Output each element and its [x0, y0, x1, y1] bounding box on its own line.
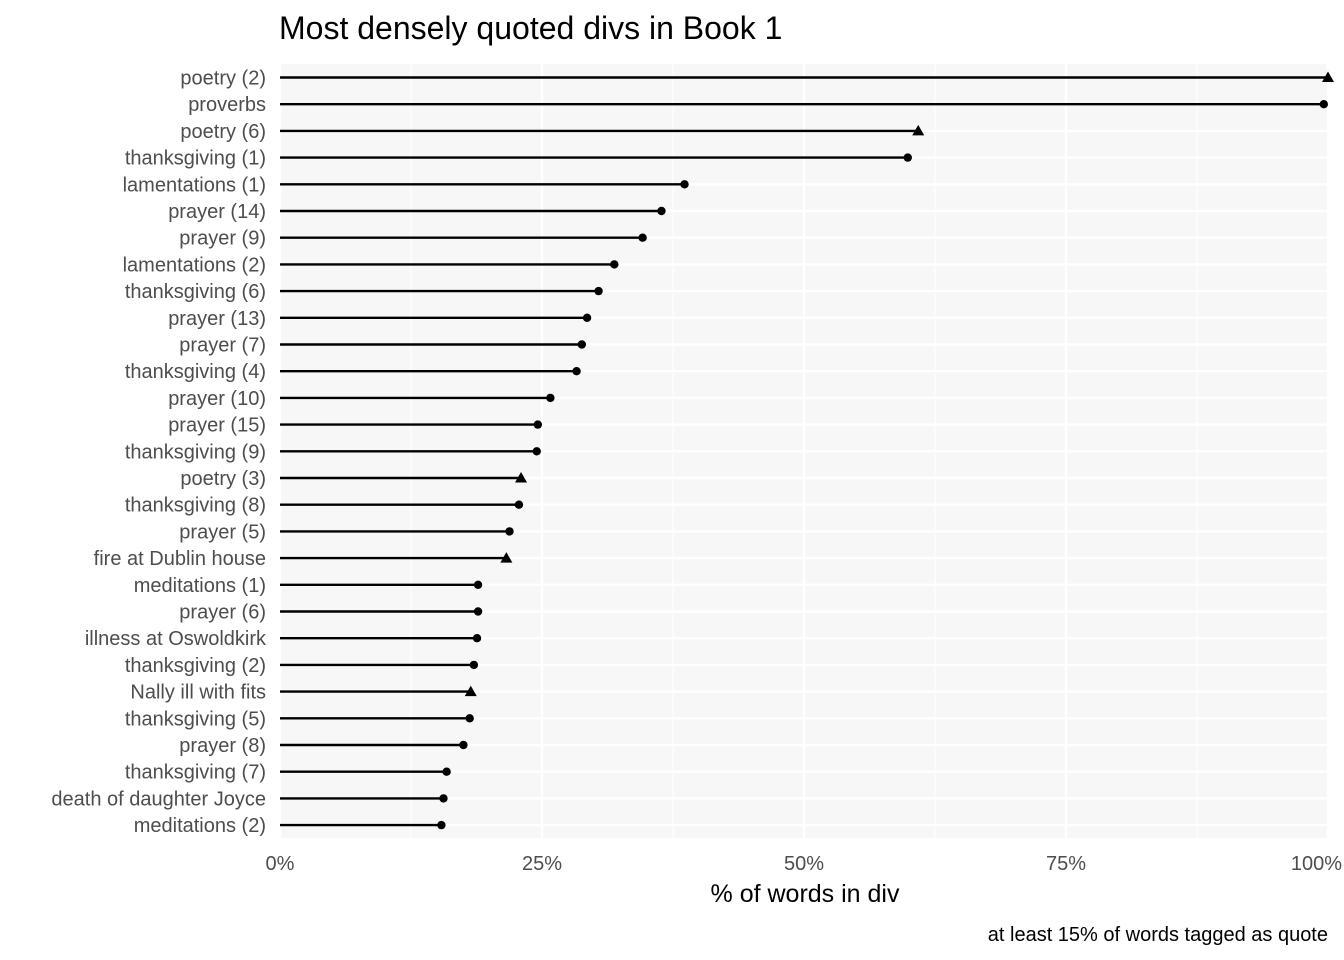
lollipop-stems — [280, 76, 1328, 827]
category-label: proverbs — [188, 94, 266, 116]
category-label: prayer (10) — [168, 388, 266, 410]
category-label: thanksgiving (6) — [125, 281, 266, 303]
category-label: prayer (13) — [168, 308, 266, 330]
lollipop-point — [610, 260, 619, 269]
category-label: meditations (2) — [134, 815, 266, 837]
lollipop-point — [500, 552, 513, 563]
lollipop-point — [577, 340, 587, 349]
category-label: thanksgiving (1) — [125, 148, 266, 170]
lollipop-point — [459, 740, 468, 750]
lollipop-point — [473, 580, 483, 589]
lollipop-point — [572, 367, 581, 376]
category-label: thanksgiving (5) — [125, 708, 266, 730]
lollipop-point — [1319, 100, 1329, 109]
lollipop-point — [594, 286, 603, 296]
category-label: thanksgiving (2) — [125, 655, 266, 677]
lollipop-points — [437, 71, 1334, 830]
lollipop-point — [1322, 71, 1334, 82]
x-tick-label: 0% — [266, 853, 295, 875]
lollipop-point — [515, 472, 528, 483]
lollipop-point — [514, 500, 524, 509]
category-label: poetry (6) — [180, 121, 266, 143]
category-label: meditations (1) — [134, 575, 266, 597]
lollipop-point — [469, 660, 479, 670]
x-tick-label: 100% — [1291, 853, 1342, 875]
lollipop-point — [473, 607, 483, 616]
x-tick-label: 50% — [784, 853, 824, 875]
category-label: Nally ill with fits — [130, 682, 266, 704]
lollipop-point — [546, 393, 555, 403]
x-tick-label: 25% — [522, 853, 562, 875]
category-label: prayer (8) — [179, 735, 266, 757]
category-label: poetry (3) — [180, 468, 266, 490]
chart-caption: at least 15% of words tagged as quote — [988, 924, 1328, 946]
category-label: prayer (5) — [179, 521, 266, 543]
lollipop-point — [912, 124, 925, 136]
category-label: prayer (14) — [168, 201, 266, 223]
category-label: fire at Dublin house — [94, 548, 266, 570]
chart-title: Most densely quoted divs in Book 1 — [279, 10, 782, 46]
category-label: thanksgiving (4) — [125, 361, 266, 383]
category-label: prayer (15) — [168, 415, 266, 437]
lollipop-point — [638, 233, 647, 242]
category-label: lamentations (2) — [123, 254, 266, 276]
lollipop-point — [680, 180, 689, 189]
category-label: prayer (6) — [179, 602, 266, 624]
lollipop-point — [582, 313, 592, 322]
lollipop-point — [903, 153, 912, 162]
lollipop-point — [472, 634, 482, 643]
category-label: thanksgiving (8) — [125, 495, 266, 517]
lollipop-point — [533, 420, 543, 429]
category-label: thanksgiving (9) — [125, 441, 266, 463]
lollipop-point — [464, 685, 477, 697]
category-label: death of daughter Joyce — [51, 788, 266, 810]
lollipop-point — [505, 527, 514, 536]
lollipop-point — [442, 767, 451, 776]
lollipop-point — [465, 714, 474, 723]
category-label: lamentations (1) — [123, 174, 266, 196]
x-tick-label: 75% — [1046, 853, 1086, 875]
lollipop-point — [439, 794, 448, 803]
x-tick-labels: 0% 25% 50% 75% 100% — [266, 853, 1343, 875]
lollipop-point — [532, 447, 541, 456]
category-label: poetry (2) — [180, 68, 266, 90]
category-label: prayer (9) — [179, 228, 266, 250]
x-axis-title: % of words in div — [711, 880, 900, 908]
category-label: thanksgiving (7) — [125, 762, 266, 784]
category-label: prayer (7) — [179, 335, 266, 357]
lollipop-point — [437, 820, 446, 830]
lollipop-point — [657, 206, 666, 216]
category-label: illness at Oswoldkirk — [85, 628, 267, 650]
category-labels: poetry (2) proverbs poetry (6) thanksgiving… — [51, 68, 267, 838]
